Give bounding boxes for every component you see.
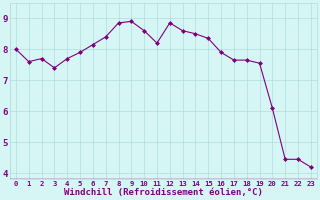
X-axis label: Windchill (Refroidissement éolien,°C): Windchill (Refroidissement éolien,°C) [64, 188, 263, 197]
